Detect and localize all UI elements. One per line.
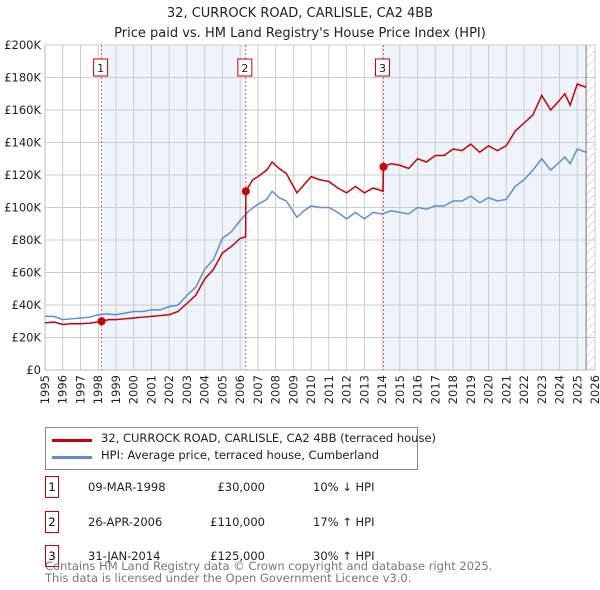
- sale-marker-box: [93, 58, 109, 77]
- x-tick-label: 2026: [588, 375, 600, 404]
- x-tick-label: 2002: [162, 375, 176, 404]
- legend: 32, CURROCK ROAD, CARLISLE, CA2 4BB (ter…: [45, 427, 436, 470]
- transaction-hpi: 10% ↓ HPI: [313, 480, 375, 494]
- legend-property: 32, CURROCK ROAD, CARLISLE, CA2 4BB (ter…: [101, 431, 437, 445]
- x-tick-label: 2011: [322, 375, 336, 404]
- x-tick-label: 2018: [446, 375, 460, 404]
- subtitle: Price paid vs. HM Land Registry's House …: [114, 26, 486, 41]
- x-tick-label: 2015: [393, 375, 407, 404]
- sale-marker-label: 2: [241, 62, 248, 75]
- x-tick-label: 2001: [144, 375, 158, 404]
- footer-line-1: Contains HM Land Registry data © Crown c…: [45, 559, 493, 573]
- x-tick-label: 2024: [553, 375, 567, 404]
- legend-blue-line: [52, 456, 92, 459]
- x-tick-label: 2007: [251, 375, 265, 404]
- legend-red-line: [52, 439, 92, 442]
- x-tick-label: 2009: [286, 375, 300, 404]
- sale-marker-label: 1: [97, 62, 104, 75]
- chart-title: 32, CURROCK ROAD, CARLISLE, CA2 4BB Price…: [0, 4, 600, 44]
- x-tick-label: 2010: [304, 375, 318, 404]
- transaction-price: £110,000: [210, 514, 265, 529]
- x-tick-label: 2005: [215, 375, 229, 404]
- transaction-number: 1: [45, 476, 59, 498]
- transaction-number: 3: [45, 545, 59, 567]
- x-tick-label: 1998: [91, 375, 105, 404]
- transaction-price: £125,000: [210, 549, 265, 563]
- x-tick-label: 2003: [180, 375, 194, 404]
- x-tick-label: 2017: [428, 375, 442, 404]
- legend-hpi: HPI: Average price, terraced house, Cumb…: [101, 448, 379, 462]
- sale-point: [97, 317, 106, 326]
- x-tick-label: 2008: [269, 375, 283, 404]
- x-tick-label: 2023: [535, 375, 549, 404]
- x-tick-label: 2013: [357, 375, 371, 404]
- x-tick-label: 2025: [570, 375, 584, 404]
- transaction-number: 2: [45, 510, 59, 533]
- x-tick-label: 1996: [56, 375, 70, 404]
- y-tick-label: £60K: [12, 266, 42, 280]
- y-tick-label: £100K: [4, 201, 41, 215]
- sale-point: [241, 187, 250, 196]
- y-tick-label: £80K: [12, 233, 42, 247]
- y-tick-label: £120K: [4, 168, 41, 182]
- x-tick-label: 2000: [127, 375, 141, 404]
- y-tick-label: £40K: [12, 298, 42, 312]
- sale-marker-box: [375, 58, 391, 77]
- x-tick-label: 2020: [482, 375, 496, 404]
- x-tick-label: 2014: [375, 375, 389, 404]
- sale-point: [379, 162, 388, 171]
- y-tick-label: £0: [26, 363, 41, 377]
- x-tick-label: 1995: [38, 375, 52, 404]
- transaction-hpi: 17% ↑ HPI: [313, 514, 375, 529]
- x-tick-label: 2004: [198, 375, 212, 404]
- hpi-line: [45, 148, 587, 321]
- y-tick-label: £160K: [4, 103, 41, 117]
- title: 32, CURROCK ROAD, CARLISLE, CA2 4BB: [166, 6, 434, 21]
- x-tick-label: 1999: [109, 375, 123, 404]
- y-tick-label: £200K: [4, 38, 41, 52]
- footer-line-2: This data is licensed under the Open Gov…: [45, 571, 412, 585]
- x-tick-label: 1997: [73, 375, 87, 404]
- y-tick-label: £140K: [4, 136, 41, 150]
- y-tick-label: £20K: [12, 331, 42, 345]
- price-chart: 1995 1996 1997 1998 1999 2000 2001 2002 2003 2004…: [4, 38, 600, 404]
- x-tick-label: 2016: [411, 375, 425, 404]
- sale-marker-box: [237, 58, 253, 77]
- sale-marker-label: 3: [379, 62, 386, 75]
- transaction-date: 26-APR-2006: [88, 514, 163, 529]
- transaction-date: 31-JAN-2014: [88, 549, 161, 563]
- transaction-date: 09-MAR-1998: [88, 480, 166, 494]
- x-tick-label: 2022: [517, 375, 531, 404]
- x-tick-label: 2006: [233, 375, 247, 404]
- property-price-line: [44, 83, 587, 326]
- x-tick-label: 2012: [340, 375, 354, 404]
- x-tick-label: 2021: [499, 375, 513, 404]
- transaction-hpi: 30% ↑ HPI: [313, 549, 375, 563]
- transaction-price: £30,000: [217, 480, 265, 494]
- y-tick-label: £180K: [4, 71, 41, 85]
- x-tick-label: 2019: [464, 375, 478, 404]
